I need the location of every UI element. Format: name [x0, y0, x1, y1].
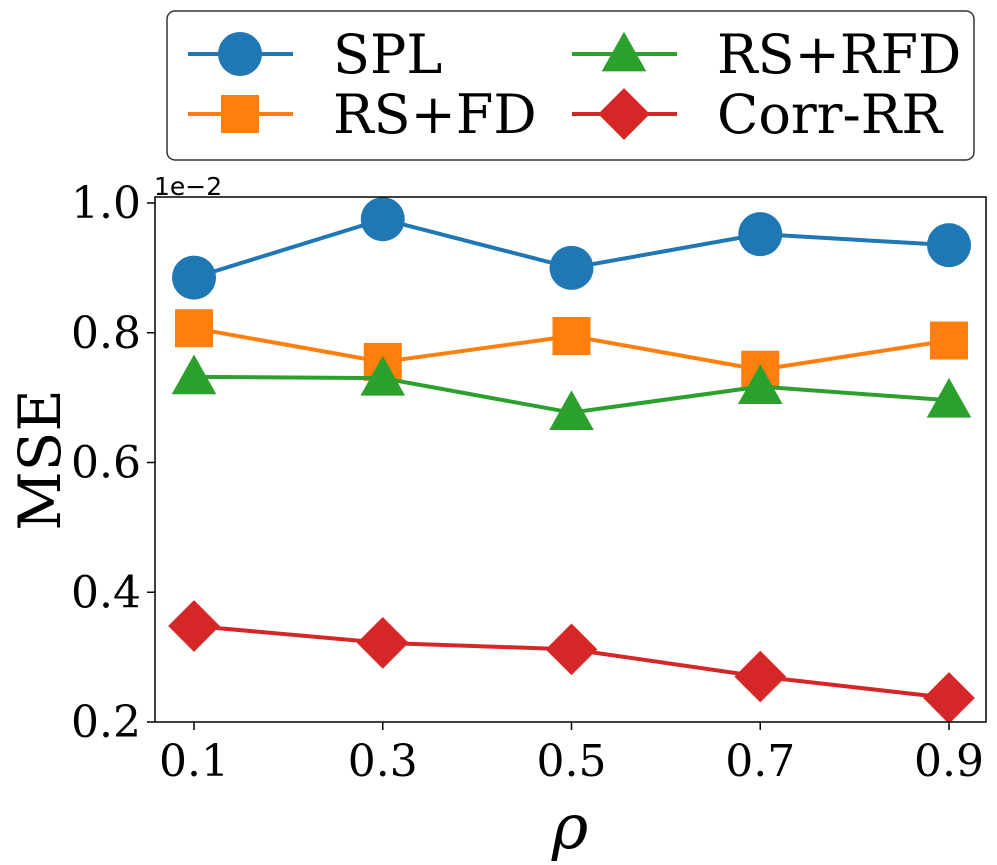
y-tick-label: 0.2	[71, 697, 141, 748]
x-tick-label: 0.9	[914, 736, 984, 787]
legend-marker-corr-rr	[598, 88, 650, 140]
legend-label-corr-rr: Corr-RR	[717, 83, 943, 146]
axes-frame	[154, 196, 987, 723]
data-point-corr-rr	[356, 617, 409, 669]
legend-label-rs-fd: RS+FD	[333, 83, 537, 146]
data-point-corr-rr	[923, 672, 975, 724]
data-point-corr-rr	[734, 650, 787, 703]
legend-marker-spl	[218, 32, 262, 76]
data-point-rs-fd	[175, 309, 213, 348]
plot-area: 0.2 0.4 0.6 0.8 1.0 0.1 0.3 0.5 0.7 0.9	[71, 178, 987, 787]
x-tick-label: 0.7	[725, 736, 795, 787]
data-point-spl	[172, 255, 216, 300]
data-point-spl	[549, 245, 594, 290]
axis-scale-label: 1e−2	[154, 172, 222, 201]
data-point-corr-rr	[545, 623, 598, 676]
legend-entry-rs-rfd: RS+RFD	[572, 23, 961, 86]
y-tick-label: 0.8	[71, 308, 141, 359]
legend-marker-rs-fd	[221, 95, 259, 133]
data-point-rs-rfd	[549, 390, 594, 430]
data-point-rs-rfd	[737, 364, 783, 405]
x-tick-label: 0.1	[159, 736, 229, 787]
data-point-rs-rfd	[360, 355, 406, 396]
data-point-rs-rfd	[926, 377, 972, 418]
data-point-spl	[738, 212, 783, 257]
y-tick-label: 0.6	[71, 438, 141, 489]
legend-label-spl: SPL	[333, 23, 442, 86]
data-point-spl	[360, 197, 405, 242]
y-tick-label: 1.0	[71, 178, 141, 229]
legend-marker-rs-rfd	[601, 31, 647, 72]
legend-label-rs-rfd: RS+RFD	[717, 23, 961, 86]
x-tick-label: 0.3	[348, 736, 418, 787]
legend-entry-corr-rr: Corr-RR	[572, 83, 943, 146]
data-point-corr-rr	[168, 600, 220, 652]
legend-entry-rs-fd: RS+FD	[188, 83, 537, 146]
series-rs-rfd	[171, 354, 972, 430]
data-point-rs-fd	[552, 316, 591, 355]
series-corr-rr	[168, 600, 975, 724]
data-point-spl	[927, 223, 971, 268]
x-axis-label: ρ	[551, 790, 588, 863]
y-axis-label: MSE	[6, 389, 74, 530]
data-point-rs-fd	[930, 321, 968, 360]
x-tick-label: 0.5	[537, 736, 607, 787]
legend-entry-spl: SPL	[188, 23, 442, 86]
data-point-rs-rfd	[171, 354, 217, 395]
legend-frame	[166, 10, 975, 161]
y-tick-label: 0.4	[71, 567, 141, 618]
series-spl	[172, 197, 971, 300]
